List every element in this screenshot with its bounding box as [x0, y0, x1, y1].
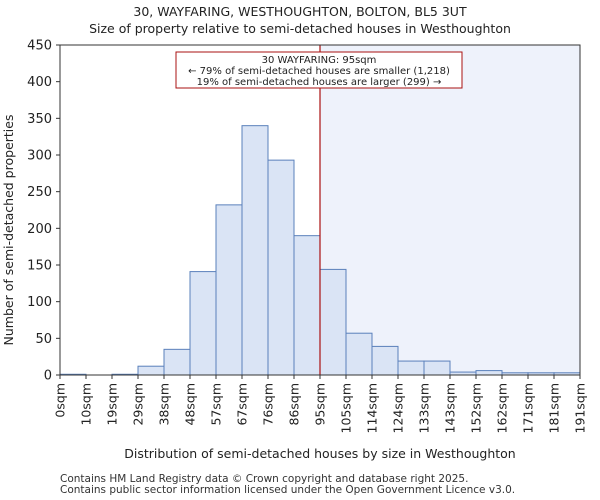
- x-tick-label: 38sqm: [157, 383, 172, 426]
- x-tick-label: 133sqm: [417, 383, 432, 433]
- y-tick-label: 300: [27, 149, 52, 164]
- chart-subtitle: Size of property relative to semi-detach…: [89, 21, 511, 36]
- y-tick-label: 100: [27, 295, 52, 310]
- x-tick-label: 48sqm: [183, 383, 198, 426]
- annotation-box: [175, 51, 463, 89]
- x-tick-label: 86sqm: [287, 383, 302, 426]
- x-tick-label: 76sqm: [261, 383, 276, 426]
- y-tick-label: 50: [35, 332, 52, 347]
- x-tick-label: 95sqm: [313, 383, 328, 426]
- y-tick-label: 400: [27, 75, 52, 90]
- y-axis-label: Number of semi-detached properties: [1, 115, 16, 346]
- y-tick-label: 200: [27, 222, 52, 237]
- histogram-bar: [215, 204, 243, 376]
- x-tick-label: 191sqm: [573, 383, 588, 433]
- x-tick-label: 10sqm: [79, 383, 94, 426]
- x-tick-label: 0sqm: [53, 383, 68, 418]
- histogram-bar: [371, 345, 399, 376]
- histogram-bar: [475, 370, 503, 376]
- y-tick-label: 450: [27, 39, 52, 54]
- footer-copyright: Contains HM Land Registry data © Crown c…: [60, 473, 469, 485]
- y-tick-label: 150: [27, 259, 52, 274]
- x-axis-label: Distribution of semi-detached houses by …: [124, 446, 515, 461]
- annotation-line2: ← 79% of semi-detached houses are smalle…: [188, 66, 450, 77]
- x-tick-label: 124sqm: [391, 383, 406, 433]
- histogram-bar: [397, 360, 425, 376]
- histogram-bar: [241, 125, 269, 376]
- annotation-line3: 19% of semi-detached houses are larger (…: [197, 77, 442, 88]
- histogram-bar: [163, 348, 191, 376]
- x-tick-label: 181sqm: [547, 383, 562, 433]
- histogram-bar: [423, 360, 451, 376]
- y-tick-label: 250: [27, 185, 52, 200]
- x-tick-label: 67sqm: [235, 383, 250, 426]
- x-tick-label: 57sqm: [209, 383, 224, 426]
- histogram-bar: [189, 271, 217, 376]
- histogram-bar: [345, 332, 373, 376]
- x-tick-label: 162sqm: [495, 383, 510, 433]
- x-tick-label: 171sqm: [521, 383, 536, 433]
- x-tick-label: 105sqm: [339, 383, 354, 433]
- histogram-bar: [137, 365, 165, 376]
- footer-licence: Contains public sector information licen…: [60, 484, 516, 496]
- annotation-line1: 30 WAYFARING: 95sqm: [262, 55, 377, 66]
- chart-title: 30, WAYFARING, WESTHOUGHTON, BOLTON, BL5…: [133, 4, 467, 19]
- x-tick-label: 114sqm: [365, 383, 380, 433]
- histogram-bar: [319, 268, 347, 376]
- x-tick-label: 152sqm: [469, 383, 484, 433]
- histogram-bar: [293, 235, 321, 376]
- y-tick-label: 350: [27, 112, 52, 127]
- x-tick-label: 29sqm: [131, 383, 146, 426]
- x-tick-label: 143sqm: [443, 383, 458, 433]
- highlight-region: [320, 45, 580, 375]
- x-tick-label: 19sqm: [105, 383, 120, 426]
- y-tick-label: 0: [44, 369, 52, 384]
- histogram-bar: [267, 159, 295, 376]
